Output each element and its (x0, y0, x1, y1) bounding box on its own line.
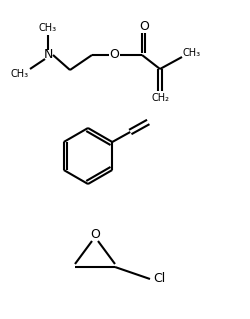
Text: N: N (43, 48, 53, 62)
Text: CH₂: CH₂ (151, 93, 169, 103)
Text: Cl: Cl (153, 272, 165, 286)
Text: CH₃: CH₃ (183, 48, 201, 58)
Text: O: O (90, 228, 100, 241)
Text: O: O (139, 19, 149, 33)
Text: O: O (109, 48, 119, 62)
Text: CH₃: CH₃ (11, 69, 29, 79)
Text: CH₃: CH₃ (39, 23, 57, 33)
